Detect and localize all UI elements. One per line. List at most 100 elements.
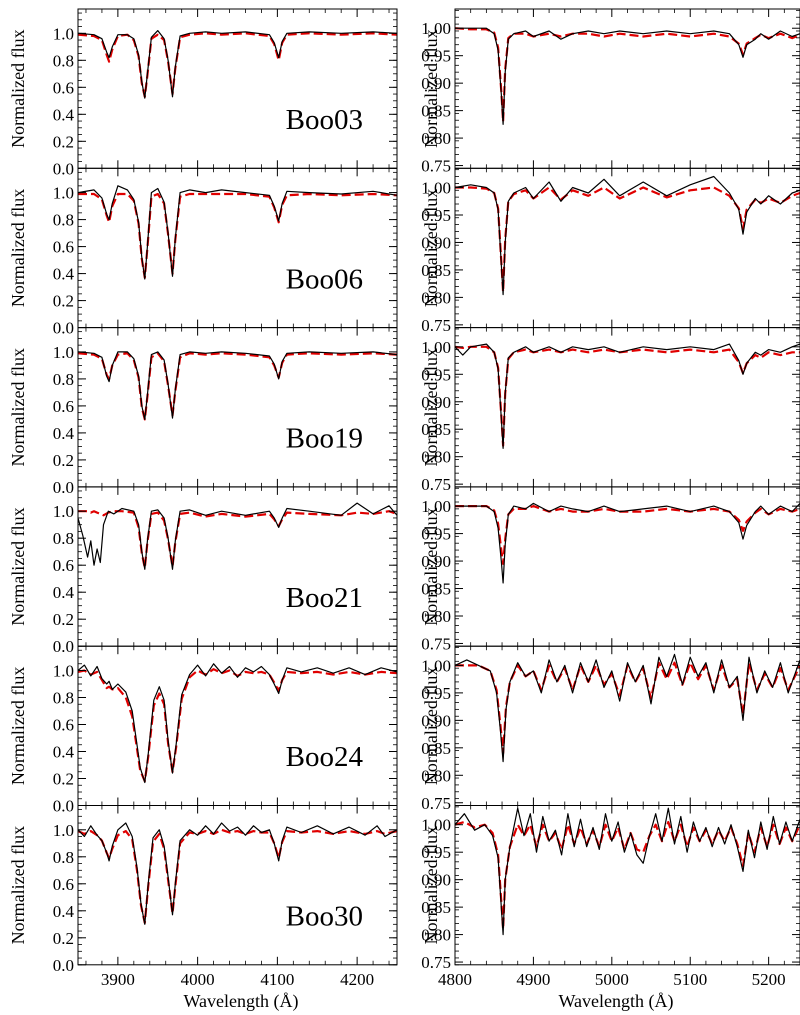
x-axis-label-left: Wavelength (Å) — [183, 991, 298, 1012]
y-tick-label: 1.00 — [421, 816, 451, 835]
observed-spectrum-line — [455, 175, 800, 296]
y-tick-label: 0.8 — [53, 689, 74, 708]
y-tick-label: 0.95 — [421, 206, 451, 225]
y-tick-label: 0.4 — [53, 743, 75, 762]
y-tick-label: 0.75 — [421, 794, 451, 813]
y-tick-label: 0.0 — [53, 478, 74, 497]
model-spectrum-line — [78, 828, 397, 925]
observed-spectrum-line — [78, 351, 397, 420]
y-tick-label: 0.80 — [421, 129, 451, 148]
y-tick-label: 0.95 — [421, 684, 451, 703]
y-axis-label: Normalized flux — [421, 348, 441, 466]
spectrum-panel-left-3: 0.0 0.2 0.4 0.6 0.8 1.0 Normalized flux Boo21 — [8, 486, 398, 656]
panel-frame — [77, 645, 398, 807]
y-tick-label: 0.0 — [53, 797, 74, 816]
observed-spectrum-line — [455, 502, 800, 584]
y-axis-label: Normalized flux — [8, 667, 28, 785]
y-axis-label: Normalized flux — [421, 189, 441, 307]
y-tick-label: 0.85 — [421, 898, 451, 917]
y-tick-label: 0.75 — [421, 634, 451, 653]
spectrum-panel-left-5: 0.0 0.2 0.4 0.6 0.8 1.0 3900 4000 4100 4200 Normal… — [8, 805, 398, 989]
y-tick-label: 0.75 — [421, 316, 451, 335]
y-tick-label: 0.95 — [421, 525, 451, 544]
star-name-label: Boo19 — [286, 423, 363, 455]
panel-frame — [454, 805, 800, 966]
y-tick-label: 0.0 — [53, 637, 74, 656]
y-tick-label: 0.4 — [53, 583, 75, 602]
y-tick-label: 0.2 — [53, 451, 74, 470]
y-tick-label: 0.75 — [421, 157, 451, 176]
spectrum-panel-left-0: 0.0 0.2 0.4 0.6 0.8 1.0 Normalized flux Boo03 — [8, 8, 398, 178]
x-tick-label: 4900 — [516, 970, 550, 989]
observed-spectrum-line — [455, 653, 800, 763]
observed-spectrum-line — [78, 822, 397, 925]
y-tick-label: 0.2 — [53, 929, 74, 948]
y-axis-label: Normalized flux — [421, 507, 441, 625]
y-tick-label: 1.00 — [421, 338, 451, 357]
y-tick-label: 0.80 — [421, 926, 451, 945]
spectrum-panel-left-2: 0.0 0.2 0.4 0.6 0.8 1.0 Normalized flux Boo19 — [8, 327, 398, 497]
y-tick-label: 1.00 — [421, 656, 451, 675]
y-tick-label: 0.90 — [421, 871, 451, 890]
observed-spectrum-line — [455, 27, 800, 126]
y-tick-label: 0.2 — [53, 770, 74, 789]
y-tick-label: 0.4 — [53, 105, 75, 124]
observed-spectrum-line — [455, 807, 800, 936]
y-tick-label: 0.80 — [421, 766, 451, 785]
y-tick-label: 0.8 — [53, 211, 74, 230]
y-tick-label: 1.0 — [53, 24, 74, 43]
model-spectrum-line — [78, 32, 397, 98]
model-spectrum-line — [455, 505, 800, 565]
y-axis-label: Normalized flux — [8, 189, 28, 307]
y-tick-label: 0.75 — [421, 953, 451, 972]
y-tick-label: 0.4 — [53, 902, 75, 921]
y-tick-label: 0.90 — [421, 233, 451, 252]
y-tick-label: 0.2 — [53, 132, 74, 151]
spectrum-panel-left-4: 0.0 0.2 0.4 0.6 0.8 1.0 Normalized flux Boo24 — [8, 645, 398, 816]
y-axis-label: Normalized flux — [421, 667, 441, 785]
panel-frame — [77, 486, 398, 647]
y-tick-label: 0.90 — [421, 74, 451, 93]
y-tick-label: 1.0 — [53, 502, 74, 521]
panel-frame — [454, 167, 800, 329]
star-name-label: Boo03 — [286, 104, 363, 136]
observed-spectrum-line — [78, 185, 397, 280]
y-tick-label: 1.00 — [421, 19, 451, 38]
observed-spectrum-line — [78, 502, 397, 570]
x-tick-label: 4800 — [438, 970, 472, 989]
observed-spectrum-line — [455, 343, 800, 449]
spectrum-panel-right-5: 0.75 0.80 0.85 0.90 0.95 1.00 4800 4900 5000 5100… — [421, 805, 800, 989]
y-tick-label: 0.6 — [53, 556, 74, 575]
y-tick-label: 0.2 — [53, 610, 74, 629]
y-tick-label: 0.0 — [53, 319, 74, 338]
y-tick-label: 0.95 — [421, 365, 451, 384]
y-tick-label: 0.4 — [53, 424, 75, 443]
observed-spectrum-line — [78, 663, 397, 784]
y-tick-label: 1.00 — [421, 497, 451, 516]
y-tick-label: 0.8 — [53, 848, 74, 867]
model-spectrum-line — [455, 820, 800, 931]
y-tick-label: 0.85 — [421, 739, 451, 758]
y-tick-label: 0.95 — [421, 47, 451, 66]
y-tick-label: 0.75 — [421, 475, 451, 494]
x-tick-label: 4200 — [340, 970, 374, 989]
x-tick-label: 4100 — [260, 970, 294, 989]
y-tick-label: 0.8 — [53, 370, 74, 389]
y-tick-label: 1.00 — [421, 179, 451, 198]
star-name-label: Boo24 — [286, 741, 364, 773]
y-axis-label: Normalized flux — [8, 507, 28, 625]
y-tick-label: 0.2 — [53, 292, 74, 311]
model-spectrum-line — [455, 186, 800, 293]
y-axis-label: Normalized flux — [421, 29, 441, 147]
model-spectrum-line — [78, 352, 397, 421]
y-tick-label: 0.90 — [421, 552, 451, 571]
x-tick-label: 4000 — [181, 970, 215, 989]
y-tick-label: 0.85 — [421, 580, 451, 599]
y-tick-label: 0.4 — [53, 265, 75, 284]
y-tick-label: 0.8 — [53, 51, 74, 70]
y-tick-label: 0.80 — [421, 288, 451, 307]
y-tick-label: 0.80 — [421, 448, 451, 467]
